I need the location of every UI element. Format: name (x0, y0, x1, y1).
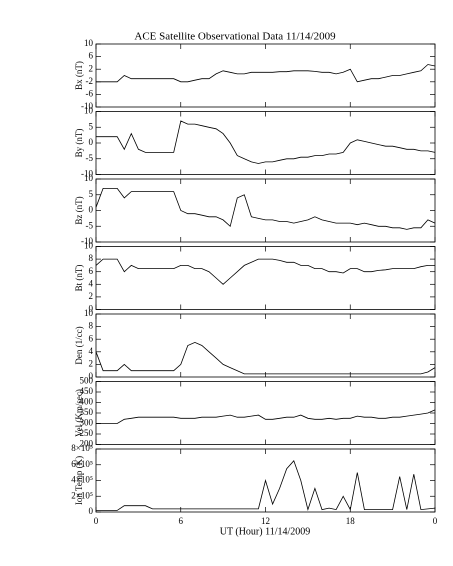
y-tick-label: 6 (89, 266, 94, 276)
y-tick-label: -10 (81, 101, 93, 111)
y-tick-label: 350 (80, 407, 94, 417)
y-tick-label: 4×10⁵ (71, 475, 93, 485)
y-axis-label: Bx (nT) (74, 61, 84, 90)
y-tick-label: 200 (80, 439, 94, 449)
y-tick-label: 2 (89, 63, 94, 73)
x-tick-label: 18 (346, 516, 356, 526)
y-tick-label: -5 (86, 220, 94, 230)
data-line (95, 188, 436, 230)
x-tick-label: 0 (94, 516, 99, 526)
y-tick-label: 8×10⁵ (71, 443, 93, 453)
y-tick-label: 10 (84, 308, 94, 318)
data-line (95, 258, 435, 285)
y-tick-label: 0 (89, 371, 94, 381)
y-tick-label: 5 (89, 189, 94, 199)
y-tick-label: 450 (80, 386, 94, 396)
y-tick-label: 2×10⁵ (71, 490, 93, 500)
y-axis-label: Den (1/cc) (74, 326, 84, 364)
y-axis-label: Bt (nT) (74, 265, 84, 292)
x-axis-label: UT (Hour) 11/14/2009 (220, 526, 311, 537)
y-tick-label: 2 (89, 358, 94, 368)
x-tick-label: 6 (179, 516, 184, 526)
panel-frame (95, 178, 436, 243)
y-tick-label: 5 (89, 121, 94, 131)
y-axis-label: By (nT) (74, 129, 84, 158)
y-tick-label: -10 (81, 169, 93, 179)
chart-title: ACE Satellite Observational Data 11/14/2… (134, 31, 336, 43)
data-line (95, 341, 436, 375)
y-tick-label: 6 (89, 333, 94, 343)
y-tick-label: 10 (84, 173, 94, 183)
x-tick-label: 0 (433, 516, 438, 526)
y-axis-label: Bz (nT) (74, 196, 84, 224)
x-tick-label: 12 (261, 516, 270, 526)
panel-frame (95, 111, 436, 175)
y-tick-label: 8 (89, 321, 94, 331)
panel-frame (95, 43, 436, 108)
y-tick-label: 500 (80, 376, 94, 386)
y-tick-label: 6×10⁵ (71, 459, 93, 469)
y-tick-label: -10 (81, 236, 93, 246)
y-tick-label: 300 (80, 418, 94, 428)
panel-frame (95, 313, 436, 378)
y-tick-label: 250 (80, 428, 94, 438)
y-tick-label: 0 (89, 506, 94, 516)
panel-frame (95, 381, 436, 445)
y-tick-label: 10 (84, 106, 94, 116)
y-tick-label: 2 (89, 291, 94, 301)
y-tick-label: 400 (80, 397, 94, 407)
y-axis-label: Ion Temp (K) (74, 456, 84, 505)
y-tick-label: 10 (84, 241, 94, 251)
y-tick-label: 10 (84, 38, 94, 48)
y-tick-label: 4 (89, 278, 94, 288)
y-tick-label: -5 (86, 153, 94, 163)
y-tick-label: 0 (89, 137, 94, 147)
data-line (96, 120, 436, 164)
y-tick-label: -2 (86, 76, 94, 86)
y-tick-label: 8 (89, 253, 94, 263)
y-tick-label: 4 (89, 346, 94, 356)
data-line (96, 409, 436, 424)
y-tick-label: 0 (89, 205, 94, 215)
data-line (96, 64, 436, 83)
y-tick-label: 6 (89, 51, 94, 61)
data-line (96, 460, 436, 512)
y-axis-label: Vel (Km/sec) (74, 389, 84, 437)
panel-frame (95, 246, 436, 310)
y-tick-label: -6 (86, 88, 94, 98)
y-tick-label: 0 (89, 304, 94, 314)
